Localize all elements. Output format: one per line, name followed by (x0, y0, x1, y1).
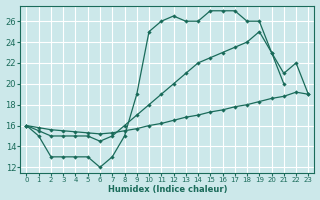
X-axis label: Humidex (Indice chaleur): Humidex (Indice chaleur) (108, 185, 227, 194)
